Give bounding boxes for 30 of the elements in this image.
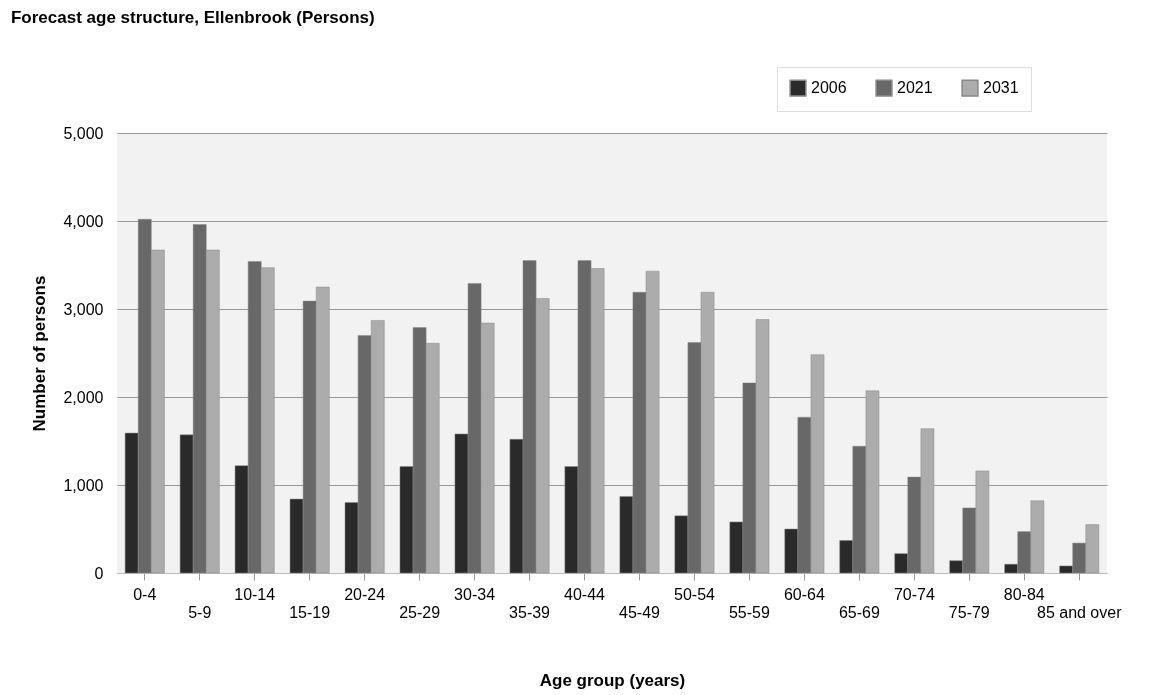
legend-label: 2021 (897, 79, 933, 97)
x-tick-label: 75-79 (948, 603, 990, 621)
y-tick-label: 1,000 (63, 476, 104, 494)
y-tick-label: 2,000 (63, 388, 104, 406)
x-tick-label: 45-49 (619, 603, 661, 621)
x-tick-label: 5-9 (188, 603, 212, 621)
y-axis-title: Number of persons (30, 275, 50, 432)
x-tick-label: 80-84 (1003, 585, 1045, 603)
x-tick-label: 0-4 (133, 585, 157, 603)
y-tick-label: 0 (94, 564, 104, 582)
legend-label: 2006 (811, 79, 847, 97)
x-tick-label: 20-24 (344, 585, 386, 603)
x-tick-label: 10-14 (234, 585, 276, 603)
legend-label: 2031 (983, 79, 1019, 97)
x-tick-label: 40-44 (564, 585, 606, 603)
y-tick-label: 3,000 (63, 300, 104, 318)
x-tick-label: 65-69 (838, 603, 880, 621)
x-tick-label: 15-19 (289, 603, 331, 621)
chart-title: Forecast age structure, Ellenbrook (Persons) (10, 7, 375, 27)
y-tick-label: 4,000 (63, 212, 104, 230)
x-tick-label: 85 and over (1036, 603, 1123, 621)
x-tick-label: 70-74 (893, 585, 935, 603)
x-tick-label: 55-59 (728, 603, 770, 621)
y-tick-label: 5,000 (63, 124, 104, 142)
x-tick-label: 35-39 (509, 603, 551, 621)
x-axis-title: Age group (years) (539, 670, 686, 690)
x-tick-label: 50-54 (673, 585, 716, 603)
x-tick-label: 25-29 (399, 603, 441, 621)
x-tick-label: 60-64 (783, 585, 825, 603)
x-tick-label: 30-34 (454, 585, 496, 603)
